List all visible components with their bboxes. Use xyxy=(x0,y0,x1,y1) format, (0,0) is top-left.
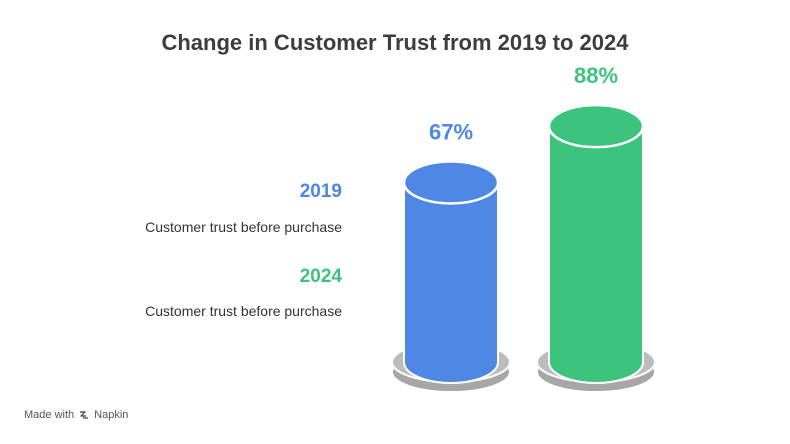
chart-title: Change in Customer Trust from 2019 to 20… xyxy=(161,30,629,55)
footer: Made with Napkin xyxy=(24,409,128,421)
bar-2024 xyxy=(548,125,644,384)
legend-year-2019: 2019 xyxy=(299,181,342,202)
footer-brand[interactable]: Napkin xyxy=(94,409,129,421)
bar-top-2024 xyxy=(547,103,645,149)
value-label-2019: 67% xyxy=(429,119,473,144)
napkin-logo-icon xyxy=(80,411,89,419)
footer-made-with: Made with xyxy=(24,409,75,421)
bar-2019 xyxy=(403,181,499,384)
bar-top-2019 xyxy=(402,160,500,205)
legend-year-2024: 2024 xyxy=(299,266,342,287)
value-label-2024: 88% xyxy=(574,63,618,88)
legend-description-2024: Customer trust before purchase xyxy=(145,303,342,319)
legend-description-2019: Customer trust before purchase xyxy=(145,219,342,235)
